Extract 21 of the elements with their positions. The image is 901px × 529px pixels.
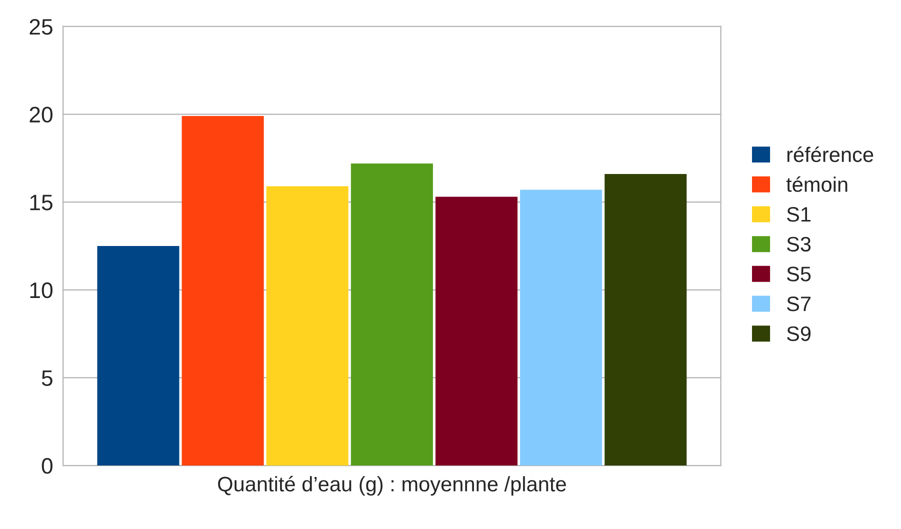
bar [350,163,433,466]
legend-label: S3 [786,236,811,252]
y-tick-label: 25 [30,18,52,35]
legend-label: S9 [786,326,811,342]
x-axis-title: Quantité d’eau (g) : moyennne /plante [218,476,566,496]
bar [97,246,180,466]
y-tick-label: 15 [30,194,52,210]
bar [435,196,518,466]
bar [182,116,264,466]
bar [266,186,348,466]
bar [520,190,602,466]
y-tick-label: 10 [30,282,52,298]
y-tick-label: 20 [30,106,52,123]
y-tick-label: 0 [42,458,52,474]
legend-label: référence [787,146,874,162]
legend-label: S7 [786,296,810,312]
bar [604,174,687,466]
legend-label: S5 [786,266,811,282]
legend-label: témoin [786,176,848,192]
legend-label: S1 [786,206,811,222]
y-tick-label: 5 [42,370,52,386]
